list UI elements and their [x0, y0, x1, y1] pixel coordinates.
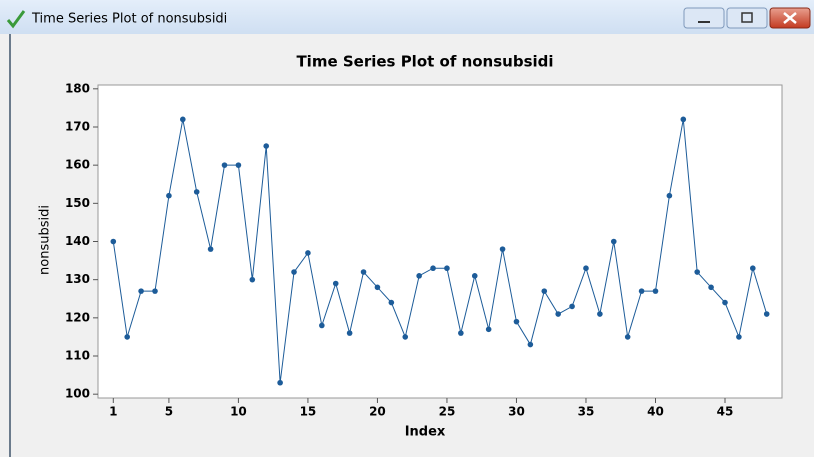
minimize-button[interactable] — [683, 7, 725, 29]
data-point — [166, 192, 172, 199]
y-tick-label: 160 — [65, 158, 90, 172]
data-point — [722, 299, 728, 306]
series-line — [112, 119, 768, 383]
data-point — [360, 269, 367, 275]
data-point — [638, 288, 645, 294]
x-tick-label: 5 — [165, 405, 173, 419]
data-point — [597, 311, 603, 317]
app-icon — [6, 10, 26, 29]
data-point — [513, 318, 520, 325]
x-tick-label: 45 — [717, 405, 734, 419]
data-point — [207, 246, 214, 252]
x-axis-label: Index — [405, 425, 446, 440]
data-point — [763, 311, 770, 317]
data-point — [555, 311, 561, 317]
data-point — [263, 143, 270, 149]
data-point — [527, 341, 534, 348]
y-tick-label: 170 — [65, 119, 90, 133]
data-point — [193, 189, 200, 195]
data-point — [708, 284, 714, 291]
window-title: Time Series Plot of nonsubsidi — [31, 12, 227, 27]
data-point — [485, 326, 492, 333]
data-point — [346, 330, 353, 336]
y-tick-label: 130 — [65, 272, 90, 286]
data-point — [666, 192, 673, 199]
maximize-button[interactable] — [726, 7, 768, 29]
x-tick-label: 10 — [230, 405, 247, 419]
y-tick-label: 110 — [65, 349, 90, 363]
y-tick-label: 150 — [65, 196, 90, 210]
data-point — [680, 116, 687, 123]
y-tick-label: 180 — [65, 81, 90, 95]
data-point — [736, 334, 742, 340]
x-tick-label: 35 — [578, 405, 595, 419]
data-point — [458, 330, 464, 336]
x-tick-label: 30 — [508, 405, 525, 419]
data-point — [583, 265, 589, 272]
data-point — [124, 334, 130, 340]
data-point — [235, 162, 242, 168]
data-point — [291, 269, 297, 275]
title-bar — [0, 0, 814, 34]
data-point — [569, 303, 575, 310]
x-tick-label: 25 — [439, 405, 456, 419]
data-point — [750, 265, 756, 272]
data-point — [388, 299, 395, 306]
data-point — [374, 284, 381, 291]
x-tick-label: 20 — [369, 405, 386, 419]
data-point — [610, 238, 617, 245]
x-tick-label: 15 — [300, 405, 317, 419]
plot-area — [97, 84, 783, 399]
data-point — [152, 288, 158, 294]
chart-title: Time Series Plot of nonsubsidi — [296, 53, 553, 71]
y-tick-label: 140 — [65, 234, 90, 248]
data-point — [305, 250, 311, 256]
data-point — [499, 246, 506, 252]
data-point — [277, 379, 283, 386]
data-point — [624, 334, 631, 340]
data-point — [332, 280, 339, 287]
data-point — [319, 322, 325, 329]
y-tick-label: 100 — [65, 387, 90, 401]
data-point — [652, 288, 659, 294]
data-point — [541, 288, 548, 294]
data-point — [416, 273, 422, 279]
y-tick-label: 120 — [65, 310, 90, 324]
data-point — [444, 265, 450, 272]
close-icon — [783, 12, 797, 24]
data-point — [180, 116, 186, 123]
data-point — [430, 265, 436, 272]
x-tick-label: 1 — [109, 405, 117, 419]
data-point — [138, 288, 144, 294]
data-point — [249, 276, 256, 283]
data-point — [110, 238, 117, 245]
data-point — [221, 162, 228, 168]
maximize-icon — [741, 12, 753, 23]
data-point — [402, 334, 409, 340]
x-tick-label: 40 — [647, 405, 664, 419]
data-point — [694, 269, 700, 275]
y-axis-label: nonsubsidi — [38, 205, 53, 275]
data-point — [471, 273, 478, 279]
